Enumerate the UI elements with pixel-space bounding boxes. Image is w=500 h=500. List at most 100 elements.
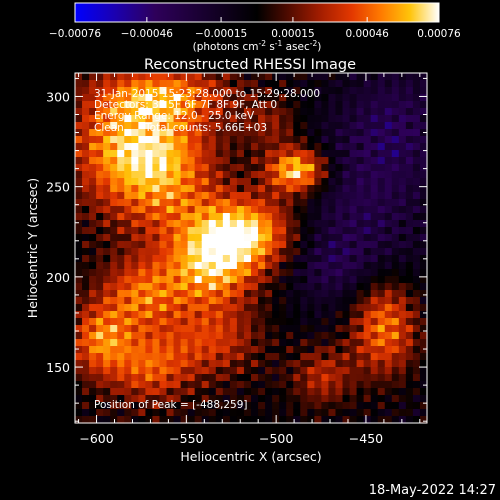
- heatmap-cell: [265, 73, 273, 81]
- heatmap-cell: [103, 178, 111, 186]
- heatmap-cell: [117, 409, 125, 417]
- heatmap-cell: [138, 192, 146, 200]
- heatmap-cell: [405, 108, 414, 116]
- heatmap-cell: [272, 290, 280, 298]
- heatmap-cell: [208, 157, 217, 165]
- heatmap-cell: [222, 367, 231, 375]
- heatmap-cell: [335, 185, 344, 193]
- heatmap-cell: [131, 122, 139, 130]
- heatmap-cell: [251, 381, 259, 389]
- heatmap-cell: [328, 192, 337, 200]
- heatmap-cell: [89, 269, 97, 277]
- heatmap-cell: [75, 402, 83, 410]
- heatmap-cell: [370, 150, 379, 158]
- heatmap-cell: [384, 402, 393, 410]
- heatmap-cell: [201, 395, 210, 403]
- heatmap-cell: [187, 227, 196, 235]
- heatmap-cell: [370, 220, 379, 228]
- heatmap-cell: [279, 185, 287, 193]
- heatmap-cell: [194, 269, 203, 277]
- heatmap-cell: [187, 157, 196, 165]
- heatmap-cell: [194, 332, 203, 340]
- heatmap-cell: [258, 388, 266, 396]
- heatmap-cell: [180, 353, 189, 361]
- heatmap-cell: [419, 304, 428, 312]
- heatmap-cell: [258, 150, 266, 158]
- heatmap-cell: [96, 150, 104, 158]
- heatmap-cell: [173, 367, 182, 375]
- heatmap-cell: [222, 241, 231, 249]
- heatmap-cell: [279, 374, 287, 382]
- heatmap-cell: [194, 73, 203, 81]
- heatmap-cell: [152, 206, 161, 214]
- heatmap-cell: [349, 311, 358, 319]
- heatmap-cell: [419, 143, 428, 151]
- heatmap-cell: [377, 381, 386, 389]
- heatmap-cell: [335, 199, 344, 207]
- heatmap-cell: [229, 367, 238, 375]
- heatmap-cell: [293, 94, 301, 102]
- heatmap-cell: [370, 388, 379, 396]
- heatmap-cell: [208, 241, 217, 249]
- heatmap-cell: [272, 213, 280, 221]
- heatmap-cell: [222, 276, 231, 284]
- heatmap-cell: [236, 164, 245, 172]
- heatmap-cell: [363, 374, 372, 382]
- heatmap-cell: [215, 185, 224, 193]
- heatmap-cell: [384, 325, 393, 333]
- heatmap-cell: [412, 269, 421, 277]
- heatmap-cell: [243, 276, 252, 284]
- heatmap-cell: [222, 220, 231, 228]
- heatmap-cell: [356, 101, 365, 109]
- heatmap-cell: [229, 108, 238, 116]
- heatmap-cell: [215, 360, 224, 368]
- heatmap-cell: [377, 353, 386, 361]
- heatmap-cell: [103, 108, 111, 116]
- heatmap-cell: [265, 346, 273, 354]
- heatmap-cell: [145, 87, 154, 95]
- heatmap-cell: [96, 374, 104, 382]
- heatmap-cell: [258, 227, 266, 235]
- heatmap-cell: [384, 283, 393, 291]
- heatmap-cell: [152, 185, 161, 193]
- heatmap-cell: [335, 108, 344, 116]
- heatmap-cell: [265, 220, 273, 228]
- heatmap-cell: [194, 143, 203, 151]
- heatmap-cell: [321, 402, 330, 410]
- heatmap-cell: [321, 248, 330, 256]
- heatmap-cell: [412, 339, 421, 347]
- heatmap-cell: [117, 360, 125, 368]
- heatmap-cell: [356, 87, 365, 95]
- heatmap-cell: [314, 136, 322, 144]
- heatmap-cell: [300, 276, 308, 284]
- heatmap-cell: [82, 353, 90, 361]
- heatmap-cell: [145, 402, 154, 410]
- heatmap-cell: [222, 234, 231, 242]
- heatmap-cell: [363, 381, 372, 389]
- heatmap-cell: [363, 325, 372, 333]
- heatmap-cell: [419, 220, 428, 228]
- heatmap-cell: [251, 402, 259, 410]
- heatmap-cell: [349, 108, 358, 116]
- heatmap-cell: [321, 311, 330, 319]
- heatmap-cell: [194, 150, 203, 158]
- heatmap-cell: [215, 332, 224, 340]
- heatmap-cell: [265, 262, 273, 270]
- heatmap-cell: [328, 409, 337, 417]
- heatmap-cell: [419, 402, 428, 410]
- heatmap-cell: [236, 269, 245, 277]
- heatmap-cell: [194, 220, 203, 228]
- heatmap-cell: [187, 255, 196, 263]
- heatmap-cell: [215, 108, 224, 116]
- heatmap-cell: [307, 73, 315, 81]
- heatmap-cell: [293, 374, 301, 382]
- heatmap-cell: [152, 248, 161, 256]
- heatmap-cell: [391, 171, 400, 179]
- heatmap-cell: [286, 101, 294, 109]
- heatmap-cell: [356, 332, 365, 340]
- heatmap-cell: [335, 87, 344, 95]
- heatmap-cell: [300, 346, 308, 354]
- heatmap-cell: [335, 395, 344, 403]
- heatmap-cell: [180, 108, 189, 116]
- heatmap-cell: [222, 262, 231, 270]
